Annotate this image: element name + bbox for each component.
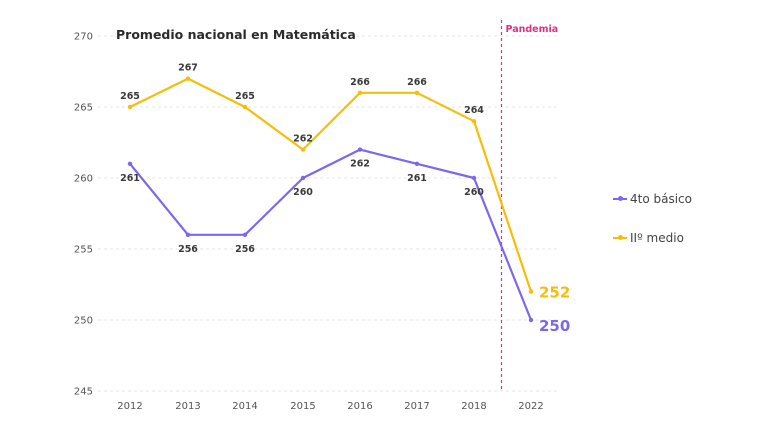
- x-tick-label-2013: 2013: [175, 401, 200, 412]
- data-point: [300, 175, 306, 181]
- legend-label-4to-basico: 4to básico: [630, 192, 692, 206]
- data-point: [300, 147, 306, 152]
- data-labels: 261 256 256 260 262 261 260 250 265 267 265 262 266 2…: [120, 63, 570, 335]
- grid-lines: [98, 35, 560, 392]
- data-point: [528, 317, 534, 323]
- y-tick-label-250: 250: [74, 316, 93, 327]
- data-label: 262: [293, 134, 313, 145]
- x-tick-label-2022: 2022: [518, 401, 543, 412]
- data-label: 252: [539, 284, 570, 302]
- x-tick-label-2014: 2014: [232, 401, 257, 412]
- data-label: 260: [293, 187, 313, 198]
- series-lines: [127, 76, 534, 323]
- data-label: 265: [235, 91, 255, 102]
- legend-swatch-4to-basico: [613, 196, 627, 201]
- axes: 245 250 255 260 265 270 2012 2013 2014 2015 2016 20…: [74, 32, 544, 413]
- data-point: [357, 147, 363, 152]
- data-point: [357, 90, 363, 96]
- data-point: [528, 289, 534, 294]
- data-label: 256: [178, 244, 198, 255]
- data-point: [185, 76, 191, 81]
- data-label: 250: [539, 317, 570, 335]
- data-label: 261: [120, 173, 140, 184]
- x-tick-label-2012: 2012: [117, 401, 142, 412]
- data-label: 267: [178, 63, 198, 74]
- data-point: [242, 232, 248, 237]
- data-point: [471, 175, 477, 181]
- x-tick-label-2015: 2015: [290, 401, 315, 412]
- series-line-ii-medio: [129, 77, 533, 292]
- data-point: [127, 161, 133, 166]
- x-tick-label-2018: 2018: [461, 401, 486, 412]
- data-label: 266: [350, 77, 370, 88]
- data-point: [414, 161, 420, 166]
- y-tick-label-265: 265: [74, 103, 93, 114]
- x-tick-label-2017: 2017: [404, 401, 429, 412]
- legend-item-4to-basico[interactable]: 4to básico: [613, 191, 692, 207]
- data-label: 262: [350, 159, 370, 170]
- y-tick-label-245: 245: [74, 387, 93, 398]
- pandemic-marker-label: Pandemia: [506, 24, 559, 35]
- legend-swatch-ii-medio: [613, 235, 627, 240]
- data-label: 256: [235, 244, 255, 255]
- y-tick-label-255: 255: [74, 245, 93, 256]
- legend-item-ii-medio[interactable]: IIº medio: [613, 230, 684, 246]
- chart-title: Promedio nacional en Matemática: [116, 27, 356, 42]
- series-line-4to-basico: [129, 148, 533, 321]
- y-tick-label-270: 270: [74, 32, 93, 43]
- data-point: [414, 90, 420, 96]
- data-label: 260: [464, 187, 484, 198]
- data-point: [127, 104, 133, 110]
- data-label: 264: [464, 105, 484, 116]
- x-tick-label-2016: 2016: [347, 401, 372, 412]
- y-tick-label-260: 260: [74, 174, 93, 185]
- data-label: 261: [407, 173, 427, 184]
- data-label: 265: [120, 91, 140, 102]
- annotations: Pandemia: [500, 20, 559, 391]
- data-point: [185, 232, 191, 237]
- data-label: 266: [407, 77, 427, 88]
- data-point: [242, 104, 248, 110]
- legend-label-ii-medio: IIº medio: [630, 231, 684, 245]
- data-point: [471, 119, 477, 124]
